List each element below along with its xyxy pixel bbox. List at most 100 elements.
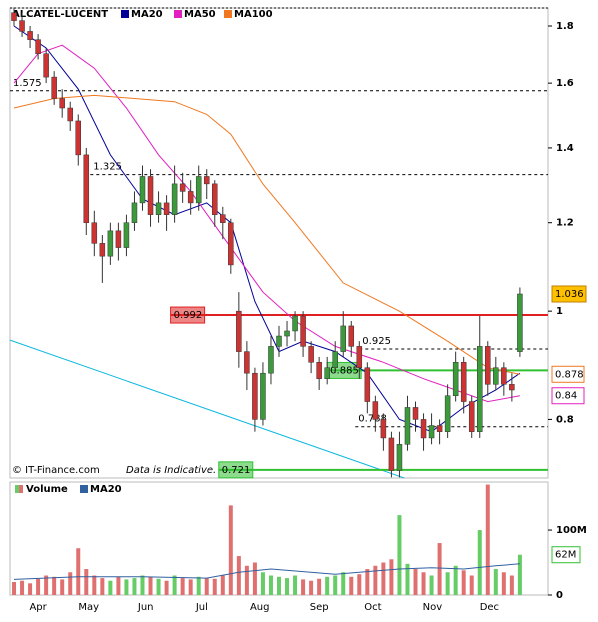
- legend-swatch: [174, 10, 182, 18]
- volume-bar: [485, 484, 490, 595]
- volume-bar: [469, 575, 474, 595]
- volume-bar: [100, 578, 105, 595]
- x-tick-label: Jun: [137, 602, 154, 613]
- volume-bar: [204, 578, 209, 595]
- volume-bar: [349, 576, 354, 595]
- volume-bar: [132, 578, 137, 595]
- volume-bar: [164, 580, 169, 595]
- level-label: 1.325: [93, 162, 122, 173]
- candle-body: [348, 325, 355, 347]
- candle-body: [476, 346, 483, 432]
- volume-bar: [301, 579, 306, 595]
- candle-body: [444, 395, 451, 432]
- level-box: [218, 461, 254, 479]
- ma-line: [13, 44, 520, 403]
- volume-bar: [28, 583, 33, 595]
- volume-bar: [140, 575, 145, 595]
- candle-body: [43, 53, 49, 78]
- candle-body: [139, 176, 146, 204]
- candle-body: [324, 367, 330, 379]
- candle-body: [428, 425, 435, 439]
- candle-body: [388, 437, 395, 471]
- chart-title: ALCATEL-LUCENT: [12, 9, 108, 20]
- volume-bar: [453, 565, 458, 595]
- volume-bar: [44, 575, 49, 595]
- level-label: 0.885: [330, 365, 359, 376]
- legend-swatch: [19, 485, 23, 493]
- volume-bar: [60, 579, 65, 595]
- volume-bar: [333, 575, 338, 595]
- volume-bar: [76, 548, 81, 595]
- candle-body: [107, 230, 114, 257]
- volume-bar: [84, 569, 89, 595]
- volume-bar: [172, 575, 177, 595]
- volume-bar: [228, 505, 233, 595]
- legend-label: Volume: [26, 484, 68, 495]
- candle-body: [380, 419, 387, 439]
- candle-body: [123, 222, 130, 248]
- candle-body: [316, 362, 322, 379]
- price-tag-label: 0.878: [555, 369, 584, 380]
- volume-bar: [12, 582, 17, 595]
- legend-swatch: [15, 485, 19, 493]
- volume-bar: [244, 565, 249, 595]
- candle-body: [308, 346, 314, 363]
- volume-bar: [429, 575, 434, 595]
- candle-body: [83, 154, 90, 223]
- volume-bar: [268, 575, 273, 595]
- x-tick-label: Jul: [195, 602, 208, 613]
- y-tick-label: 1.6: [556, 78, 574, 89]
- candle-body: [59, 98, 65, 109]
- volume-bar: [220, 575, 225, 595]
- volume-bar: [188, 579, 193, 595]
- candle-body: [220, 214, 226, 223]
- x-tick-label: Dec: [480, 602, 499, 613]
- x-tick-label: Nov: [423, 602, 443, 613]
- legend-swatch: [80, 485, 88, 493]
- volume-bar: [445, 572, 450, 595]
- y-tick-label: 1.2: [556, 218, 574, 229]
- candle-body: [276, 335, 282, 347]
- level-label: 0.925: [362, 336, 391, 347]
- volume-bar: [437, 543, 442, 595]
- candle-body: [131, 202, 138, 223]
- volume-bar: [461, 570, 466, 595]
- volume-tag-label: 62M: [555, 550, 576, 561]
- level-box: [170, 306, 206, 324]
- volume-bar: [156, 578, 161, 595]
- x-tick-label: Sep: [310, 602, 329, 613]
- candle-body: [212, 183, 218, 215]
- candle-body: [187, 191, 194, 204]
- volume-bar: [357, 574, 362, 595]
- volume-tick-label: 100M: [556, 525, 587, 536]
- candle-body: [252, 372, 258, 420]
- volume-bar: [389, 559, 394, 595]
- source: © IT-Finance.com: [12, 465, 100, 476]
- note: Data is Indicative.: [126, 465, 216, 476]
- volume-bar: [325, 576, 330, 595]
- price-tag: [551, 365, 585, 383]
- level-label: 0.992: [174, 310, 203, 321]
- legend-label: MA20: [90, 484, 122, 495]
- candle-body: [436, 425, 443, 432]
- volume-bar: [397, 515, 402, 595]
- candle-body: [163, 202, 170, 215]
- volume-bar: [196, 576, 201, 595]
- volume-bar: [52, 576, 57, 595]
- legend-label: MA50: [184, 9, 216, 20]
- volume-bar: [124, 579, 129, 595]
- legend-swatch: [224, 10, 232, 18]
- candle-body: [179, 183, 186, 192]
- volume-bar: [277, 576, 281, 595]
- trendline: [9, 339, 405, 479]
- volume-tick-label: 0: [556, 590, 563, 601]
- legend-label: MA100: [234, 9, 273, 20]
- volume-bar: [260, 572, 265, 595]
- candle-body: [485, 346, 491, 385]
- level-label: 0.721: [222, 465, 251, 476]
- candle-body: [420, 419, 427, 439]
- volume-bar: [92, 575, 97, 595]
- last-price-label: 1.036: [555, 289, 584, 300]
- ma-line: [13, 563, 520, 580]
